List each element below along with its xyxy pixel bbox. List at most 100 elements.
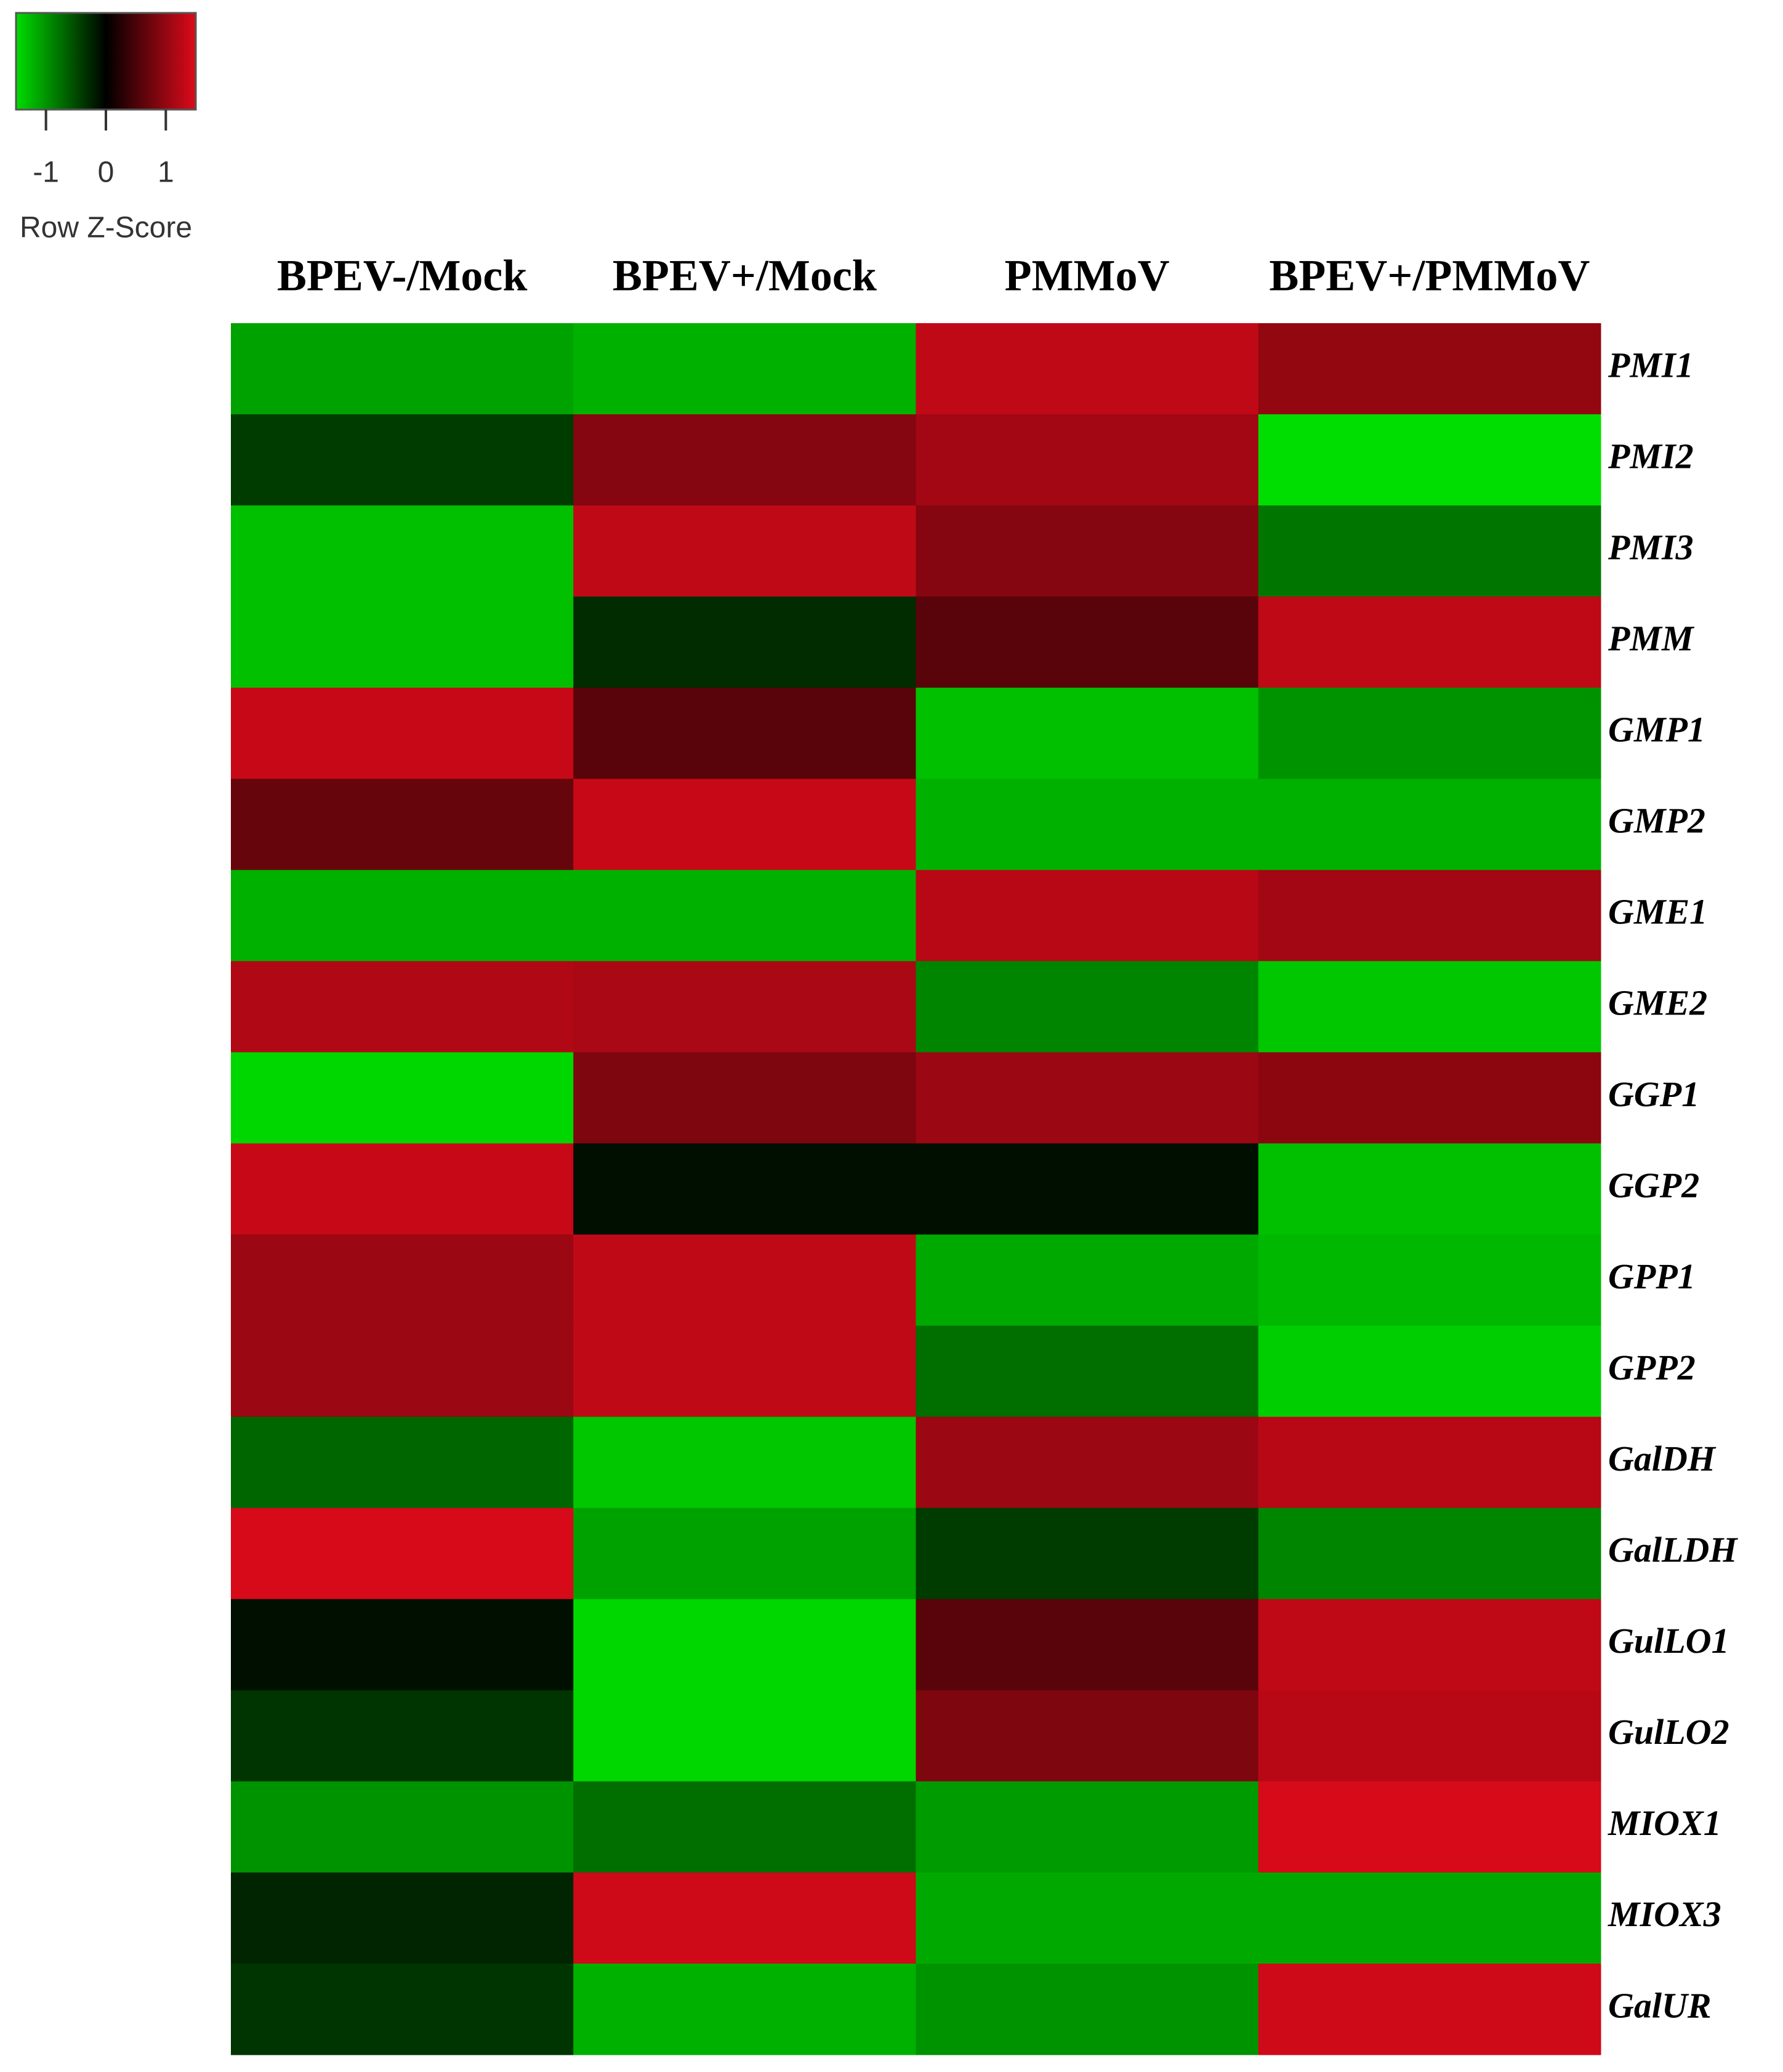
heatmap-cell [231,323,574,415]
row-label: PMI3 [1608,527,1694,567]
heatmap-cell [573,1599,916,1691]
row-label: GPP2 [1608,1347,1696,1387]
heatmap-cell [573,1052,916,1144]
heatmap-cell [573,779,916,870]
heatmap-cell [573,1872,916,1964]
heatmap-cell [573,1234,916,1327]
row-label: GPP1 [1608,1256,1696,1296]
heatmap-cell [916,505,1259,597]
heatmap-cell [573,1416,916,1509]
heatmap-cell [1258,1234,1601,1327]
heatmap-cell [231,1325,574,1418]
heatmap-cell [1258,596,1601,688]
heatmap-cell [1258,1781,1601,1873]
heatmap-cell [573,1781,916,1873]
row-label: GalDH [1608,1439,1717,1479]
heatmap-cell [916,1690,1259,1782]
row-label: MIOX3 [1608,1894,1721,1934]
heatmap-cell [231,1963,574,2055]
heatmap-cell [231,414,574,506]
heatmap-cell [231,1599,574,1691]
heatmap-cell [1258,1872,1601,1964]
heatmap-cell [916,596,1259,688]
heatmap-cell [916,1872,1259,1964]
heatmap-cell [231,1052,574,1144]
heatmap-cell [1258,961,1601,1053]
heatmap-cell [916,323,1259,415]
heatmap-cell [916,961,1259,1053]
row-label: GalLDH [1608,1530,1738,1570]
row-label: PMI1 [1608,345,1694,385]
heatmap-cell [573,1963,916,2055]
heatmap-cell [573,505,916,597]
heatmap-cell [573,870,916,962]
heatmap-cell [916,414,1259,506]
heatmap-cell [1258,1690,1601,1782]
row-label: MIOX1 [1608,1803,1721,1843]
row-label: GMP2 [1608,801,1705,841]
heatmap-cell [573,596,916,688]
row-label: GMP1 [1608,710,1705,750]
heatmap-cell [573,1325,916,1418]
row-label: PMI2 [1608,436,1694,476]
column-label: PMMoV [1005,251,1170,300]
row-label: GME2 [1608,983,1707,1023]
heatmap-cell [231,1234,574,1327]
heatmap-cell [916,1963,1259,2055]
heatmap-cell [573,1143,916,1235]
heatmap-cell [573,323,916,415]
heatmap-cell [231,961,574,1053]
heatmap-cell [231,1508,574,1600]
heatmap-cell [1258,1143,1601,1235]
heatmap-cell [916,1234,1259,1327]
heatmap-cell [916,1325,1259,1418]
heatmap-cell [231,1416,574,1509]
heatmap-cell [1258,323,1601,415]
heatmap-cell [573,1508,916,1600]
column-label: BPEV+/PMMoV [1269,251,1590,300]
heatmap-cell [916,1508,1259,1600]
heatmap-cell [916,870,1259,962]
row-label: GME1 [1608,892,1707,932]
heatmap-cell [1258,414,1601,506]
row-label: PMM [1608,618,1695,658]
color-key [15,12,197,111]
heatmap-cell [1258,1052,1601,1144]
heatmap-cell [1258,1508,1601,1600]
heatmap-cell [231,1143,574,1235]
heatmap-cell [231,596,574,688]
heatmap-cell [916,1052,1259,1144]
heatmap-cell [1258,779,1601,870]
row-label: GulLO1 [1608,1621,1729,1661]
heatmap-cell [231,1690,574,1782]
heatmap-cell [231,779,574,870]
heatmap-cell [231,870,574,962]
heatmap-cell [1258,688,1601,779]
heatmap-cell [916,1781,1259,1873]
heatmap-cell [231,1781,574,1873]
heatmap-cell [573,961,916,1053]
heatmap-cell [916,688,1259,779]
heatmap-cell [573,414,916,506]
key-label: Row Z-Score [20,212,192,244]
heatmap-cell [1258,1416,1601,1509]
key-tick-label: 0 [98,156,115,189]
heatmap-cell [231,1872,574,1964]
heatmap-cell [1258,1599,1601,1691]
heatmap-cell [916,779,1259,870]
heatmap-cell [573,688,916,779]
heatmap-cell [916,1143,1259,1235]
heatmap-cell [1258,1963,1601,2055]
row-label: GalUR [1608,1985,1712,2025]
heatmap-cell [1258,870,1601,962]
heatmap-cell [231,505,574,597]
key-tick-label: 1 [158,156,174,189]
row-label: GulLO2 [1608,1712,1729,1752]
key-tick-label: -1 [33,156,59,189]
heatmap-cell [916,1599,1259,1691]
heatmap-cell [1258,1325,1601,1418]
column-label: BPEV-/Mock [277,251,528,300]
heatmap-cell [1258,505,1601,597]
